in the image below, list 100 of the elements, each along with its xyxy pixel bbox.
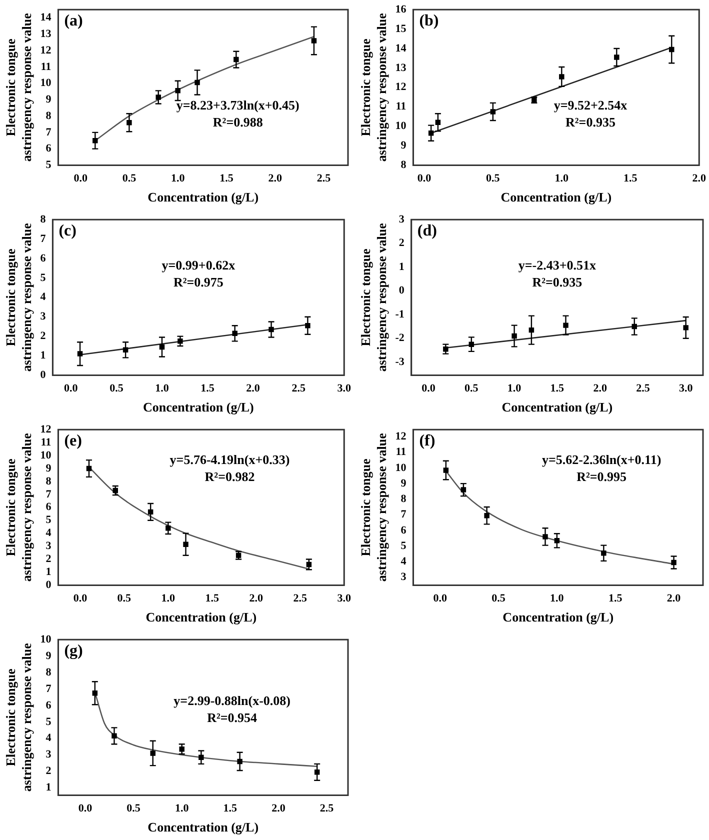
- annotation: y=0.99+0.62x: [162, 258, 236, 273]
- x-tick-label: 2.0: [593, 382, 608, 395]
- x-tick-label: 1.5: [220, 172, 234, 185]
- y-axis-title: Electronic tongue astringency response value: [358, 222, 389, 372]
- y-tick-label: 7: [46, 126, 52, 138]
- y-tick-label: 9: [400, 140, 407, 152]
- y-tick-label: 9: [46, 94, 52, 106]
- y-tick-label: 6: [46, 501, 52, 514]
- annotation: y=2.99-0.88ln(x-0.08): [174, 693, 290, 708]
- x-tick-label: 2.5: [292, 382, 306, 395]
- x-tick-label: 1.0: [170, 172, 186, 185]
- y-tick-label: 10: [40, 77, 52, 90]
- x-tick-label: 0.0: [78, 802, 93, 815]
- y-tick-label: 5: [400, 540, 407, 552]
- chart-title: (f): [419, 432, 436, 450]
- x-tick-label: 1.0: [550, 592, 564, 605]
- x-axis-title: Concentration (g/L): [500, 190, 612, 205]
- annotation: R²=0.988: [212, 114, 264, 130]
- x-tick-label: 1.5: [205, 592, 220, 605]
- y-tick-label: 12: [395, 430, 407, 442]
- y-tick-label: 11: [40, 436, 52, 448]
- y-tick-label: 9: [46, 462, 52, 474]
- x-tick-label: 0.5: [110, 382, 124, 395]
- y-tick-label: 3: [400, 571, 407, 584]
- x-axis-title: Concentration (g/L): [148, 190, 259, 205]
- y-tick-label: 3: [40, 310, 46, 323]
- y-tick-label: 4: [400, 556, 407, 568]
- y-tick-label: 0: [46, 579, 52, 592]
- y-tick-label: 10: [395, 120, 407, 132]
- y-axis-title: Electronic tongue astringency response value: [3, 222, 34, 372]
- y-tick-label: -3: [395, 356, 405, 368]
- y-tick-label: 11: [396, 100, 406, 113]
- annotation: R²=0.935: [532, 274, 583, 290]
- y-tick-label: 8: [40, 213, 46, 226]
- x-tick-label: 0.5: [486, 172, 500, 185]
- y-tick-label: 6: [46, 142, 52, 155]
- annotation: R²=0.975: [173, 274, 224, 290]
- x-axis-title: Concentration (g/L): [142, 400, 254, 415]
- x-tick-label: 2.5: [316, 172, 332, 185]
- y-tick-label: 10: [40, 633, 52, 646]
- point: [156, 94, 161, 100]
- y-tick-label: 0: [40, 369, 46, 382]
- x-tick-label: 2.5: [293, 592, 308, 605]
- chart-title: (d): [417, 222, 437, 240]
- x-tick-label: 2.5: [636, 382, 650, 395]
- x-axis-title: Concentration (g/L): [502, 400, 613, 415]
- annotation: y=5.62-2.36ln(x+0.11): [542, 452, 662, 468]
- x-tick-label: 1.0: [554, 172, 570, 185]
- x-tick-label: 1.5: [550, 382, 565, 395]
- y-axis-title: Electronic tongue astringency response value: [3, 12, 34, 162]
- x-tick-label: 0.0: [417, 172, 432, 185]
- chart-title: (g): [64, 642, 83, 660]
- y-tick-label: 4: [46, 527, 52, 540]
- x-tick-label: 0.0: [64, 382, 78, 395]
- x-tick-label: 1.5: [223, 802, 238, 815]
- y-tick-label: 5: [40, 272, 46, 284]
- y-tick-label: 0: [398, 284, 405, 297]
- y-tick-label: 6: [46, 699, 52, 712]
- y-tick-label: -2: [395, 332, 405, 344]
- y-tick-label: 1: [46, 782, 52, 794]
- annotation: R²=0.935: [565, 114, 616, 130]
- y-axis-title: Electronic tongue astringency response value: [3, 432, 34, 582]
- y-tick-label: 4: [46, 732, 52, 744]
- y-axis-title: Electronic tongue astringency response value: [358, 432, 389, 582]
- y-tick-label: 8: [46, 666, 52, 678]
- annotation: y=5.76-4.19ln(x+0.33): [170, 452, 290, 468]
- x-tick-label: 0.5: [492, 592, 506, 605]
- y-tick-label: 10: [40, 449, 52, 462]
- x-tick-label: 3.0: [337, 592, 352, 605]
- y-tick-label: 7: [46, 488, 52, 500]
- x-tick-label: 3.0: [337, 382, 352, 395]
- y-tick-label: 2: [46, 553, 52, 566]
- annotation: R²=0.982: [204, 469, 255, 484]
- point: [150, 750, 156, 756]
- x-tick-label: 2.0: [246, 382, 260, 395]
- x-tick-label: 0.0: [73, 592, 88, 605]
- y-tick-label: 6: [400, 524, 407, 536]
- x-tick-label: 2.0: [268, 172, 282, 185]
- x-tick-label: 1.5: [200, 382, 215, 395]
- y-tick-label: 15: [395, 22, 407, 35]
- x-axis-title: Concentration (g/L): [146, 610, 257, 625]
- x-axis-title: Concentration (g/L): [148, 820, 259, 835]
- y-tick-label: 7: [40, 232, 46, 245]
- y-tick-label: 11: [396, 446, 406, 458]
- chart-title: (c): [58, 222, 76, 240]
- y-tick-label: 11: [40, 60, 52, 73]
- x-tick-label: 0.0: [422, 382, 436, 395]
- y-tick-label: 9: [46, 650, 52, 662]
- x-tick-label: 2.0: [692, 172, 706, 185]
- y-tick-label: 8: [46, 475, 52, 488]
- y-tick-label: 8: [400, 159, 407, 172]
- y-tick-label: 8: [46, 110, 52, 122]
- x-tick-label: 1.5: [624, 172, 638, 185]
- y-tick-label: 7: [46, 682, 52, 695]
- annotation: y=8.23+3.73ln(x+0.45): [176, 97, 300, 112]
- y-tick-label: 5: [46, 159, 52, 172]
- point: [614, 54, 620, 60]
- y-tick-label: 8: [400, 493, 407, 506]
- chart-title: (e): [64, 432, 82, 450]
- annotation: y=-2.43+0.51x: [518, 258, 596, 273]
